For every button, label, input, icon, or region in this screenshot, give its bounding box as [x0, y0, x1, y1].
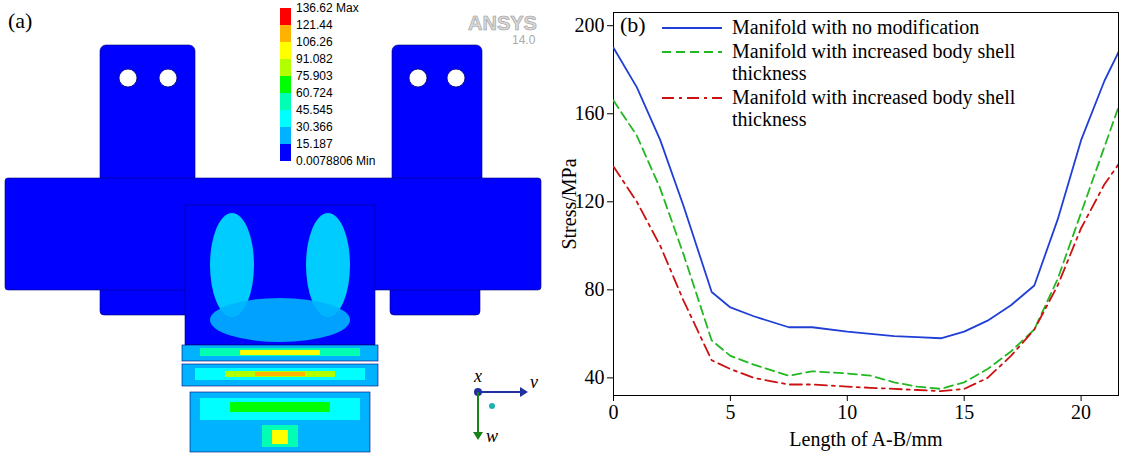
svg-text:106.26: 106.26: [296, 35, 333, 49]
svg-text:91.082: 91.082: [296, 52, 333, 66]
svg-text:200: 200: [575, 14, 605, 36]
svg-text:60.724: 60.724: [296, 86, 333, 100]
svg-text:0.0078806 Min: 0.0078806 Min: [296, 154, 375, 168]
svg-text:45.545: 45.545: [296, 103, 333, 117]
svg-text:10: 10: [837, 401, 857, 423]
svg-text:75.903: 75.903: [296, 69, 333, 83]
svg-text:40: 40: [585, 366, 605, 388]
svg-text:120: 120: [574, 190, 605, 213]
html-text:(b): (b): [620, 12, 646, 37]
svg-text:Stress/MPa: Stress/MPa: [558, 158, 580, 249]
svg-text:136.62 Max: 136.62 Max: [296, 1, 359, 15]
svg-text:160: 160: [575, 102, 605, 124]
html-text:Manifold with increased body s: Manifold with increased body shell thick…: [732, 40, 1016, 84]
svg-text:30.366: 30.366: [296, 120, 333, 134]
html-text:Manifold with increased body s: Manifold with increased body shell thick…: [732, 86, 1016, 130]
svg-text:Length of A-B/mm: Length of A-B/mm: [789, 428, 943, 451]
svg-text:(a): (a): [8, 8, 32, 33]
html-text:Manifold with no modification: Manifold with no modification: [732, 16, 980, 38]
svg-text:15: 15: [954, 401, 974, 423]
svg-text:x: x: [473, 366, 482, 386]
svg-text:121.44: 121.44: [296, 18, 333, 32]
svg-text:15.187: 15.187: [296, 137, 333, 151]
svg-text:80: 80: [585, 278, 605, 300]
svg-text:w: w: [486, 426, 498, 446]
svg-text:0: 0: [609, 401, 619, 423]
svg-text:20: 20: [1071, 401, 1091, 423]
svg-text:5: 5: [725, 401, 735, 423]
svg-text:14.0: 14.0: [512, 33, 536, 47]
svg-text:ANSYS: ANSYS: [468, 12, 537, 34]
svg-text:v: v: [530, 372, 538, 392]
